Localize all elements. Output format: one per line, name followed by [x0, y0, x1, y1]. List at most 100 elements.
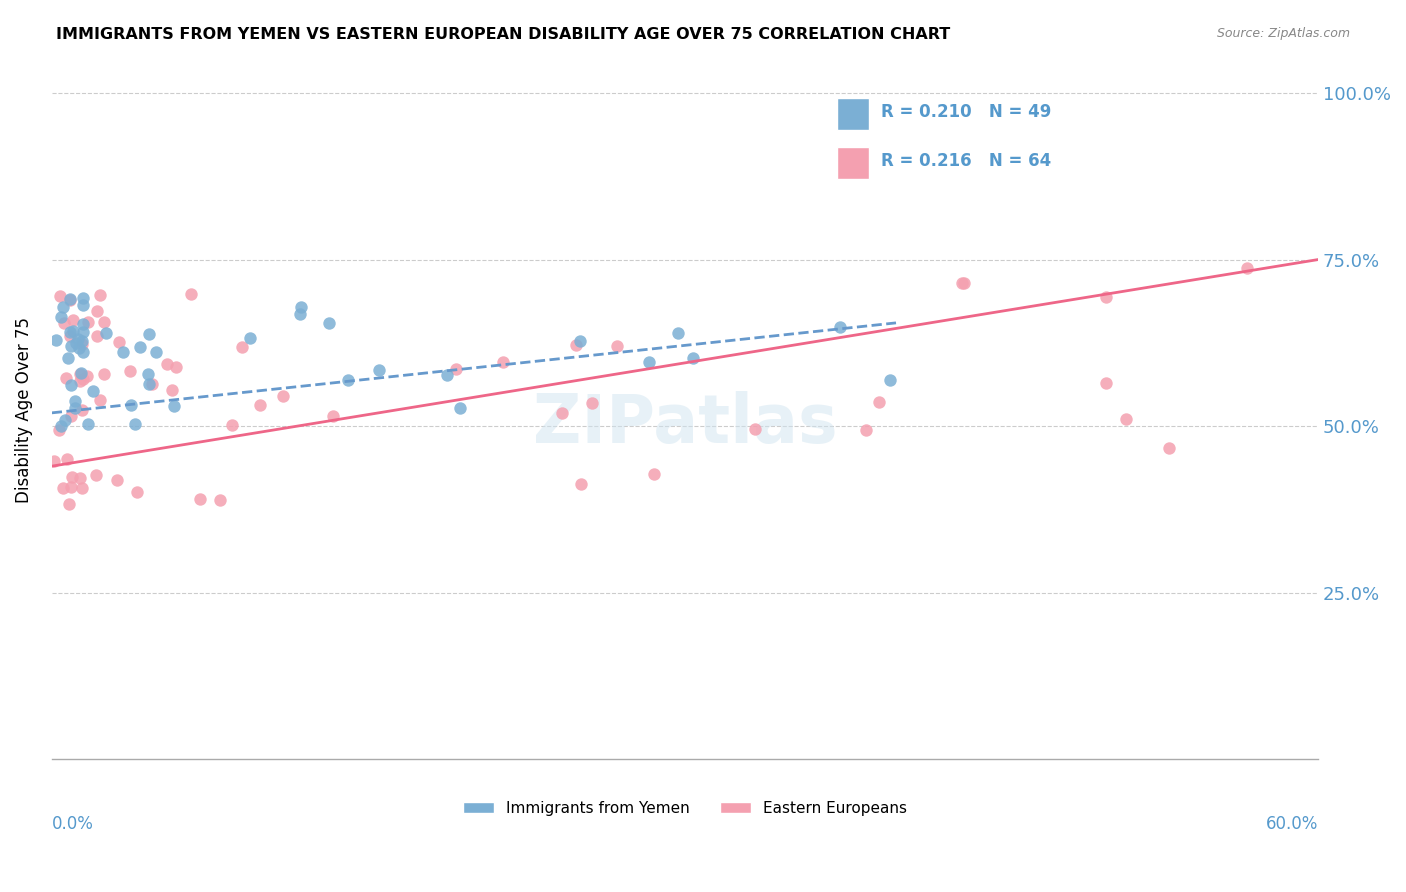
Point [581, 396, 603, 410]
Point [59, 293, 82, 307]
Point [273, 389, 295, 403]
Point [94, 326, 117, 341]
Point [568, 334, 591, 349]
Point [124, 417, 146, 431]
Point [70, 481, 93, 495]
Point [48, 423, 70, 437]
Point [638, 355, 661, 369]
Point [63, 401, 86, 416]
Point [120, 398, 142, 412]
Point [60, 480, 83, 494]
Point [367, 363, 389, 377]
Point [76, 314, 98, 328]
Point [67, 341, 90, 355]
Point [69, 471, 91, 485]
Point [108, 334, 131, 349]
Point [60, 339, 83, 353]
Point [565, 338, 588, 352]
Point [59, 329, 82, 343]
Point [141, 376, 163, 391]
Point [67, 332, 90, 346]
Point [1159, 441, 1181, 455]
Point [682, 351, 704, 366]
Point [82, 384, 104, 398]
Point [51, 481, 73, 495]
Point [86, 304, 108, 318]
Point [60, 470, 83, 484]
Point [55, 371, 77, 385]
Point [69, 367, 91, 381]
Point [606, 339, 628, 353]
Point [136, 368, 159, 382]
Point [138, 326, 160, 341]
Point [42, 453, 65, 467]
Point [59, 325, 82, 339]
Point [239, 331, 262, 345]
Point [52, 301, 75, 315]
Point [72, 336, 94, 351]
Point [86, 328, 108, 343]
Point [49, 289, 72, 303]
Point [868, 395, 890, 409]
Point [89, 393, 111, 408]
Point [156, 357, 179, 371]
Point [188, 492, 211, 507]
Point [643, 467, 665, 481]
Point [72, 298, 94, 312]
Point [180, 286, 202, 301]
Point [60, 409, 83, 423]
Point [879, 373, 901, 387]
Point [1095, 290, 1118, 304]
Point [145, 345, 167, 359]
Point [58, 498, 80, 512]
Point [125, 484, 148, 499]
Point [72, 345, 94, 359]
Point [1115, 412, 1137, 426]
Point [72, 317, 94, 331]
Point [53, 413, 76, 427]
Text: IMMIGRANTS FROM YEMEN VS EASTERN EUROPEAN DISABILITY AGE OVER 75 CORRELATION CHA: IMMIGRANTS FROM YEMEN VS EASTERN EUROPEA… [56, 27, 950, 42]
Point [952, 276, 974, 290]
Point [952, 276, 974, 290]
Point [249, 398, 271, 412]
Text: ZIPatlas: ZIPatlas [533, 391, 837, 457]
Point [70, 366, 93, 380]
Y-axis label: Disability Age Over 75: Disability Age Over 75 [15, 317, 32, 502]
Point [444, 362, 467, 376]
Point [62, 324, 84, 338]
Point [49, 310, 72, 325]
Point [1095, 376, 1118, 390]
Text: Source: ZipAtlas.com: Source: ZipAtlas.com [1216, 27, 1350, 40]
Point [72, 372, 94, 386]
Point [569, 476, 592, 491]
Point [744, 422, 766, 436]
Point [162, 384, 184, 398]
Point [58, 293, 80, 307]
Point [221, 418, 243, 433]
Point [163, 399, 186, 413]
Point [111, 345, 134, 359]
Text: 60.0%: 60.0% [1265, 815, 1319, 833]
Point [551, 406, 574, 420]
Point [209, 492, 232, 507]
Point [290, 300, 312, 314]
Point [828, 319, 851, 334]
Point [336, 373, 359, 387]
Point [76, 369, 98, 384]
Point [89, 288, 111, 302]
Point [318, 316, 340, 330]
Point [105, 473, 128, 487]
Point [45, 333, 67, 347]
Point [56, 452, 79, 467]
FancyBboxPatch shape [837, 147, 869, 178]
Point [72, 291, 94, 305]
Point [72, 326, 94, 340]
Point [1236, 261, 1258, 276]
Point [59, 377, 82, 392]
Point [449, 401, 471, 416]
Point [138, 376, 160, 391]
Point [70, 403, 93, 417]
Point [492, 355, 515, 369]
Point [128, 340, 150, 354]
Point [65, 336, 87, 351]
